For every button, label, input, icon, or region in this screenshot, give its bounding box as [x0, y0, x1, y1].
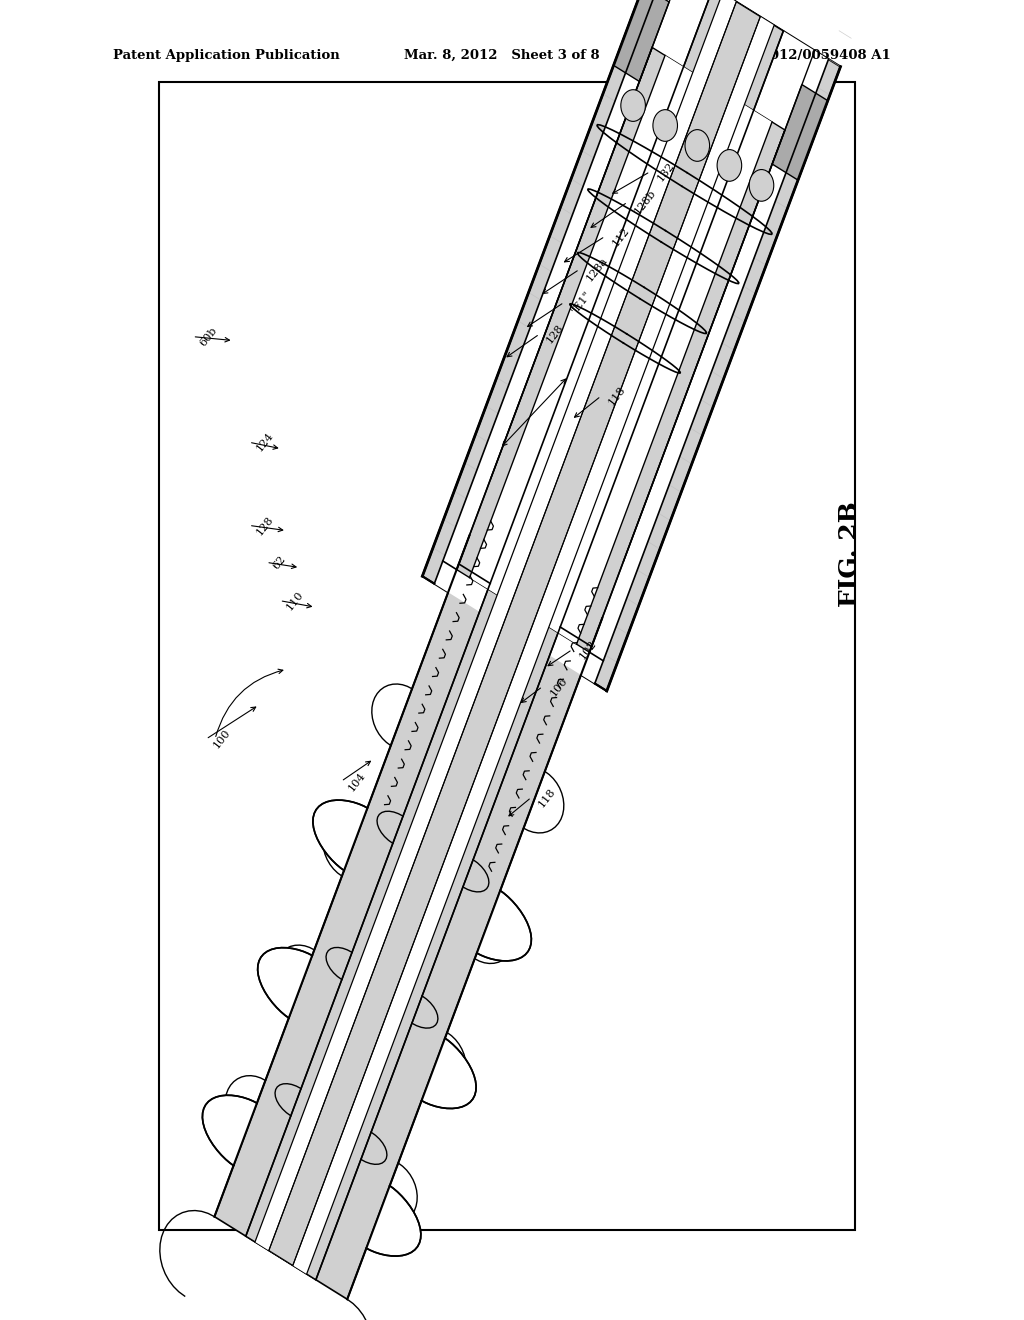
Circle shape — [621, 90, 645, 121]
Text: 112: 112 — [610, 224, 632, 248]
Bar — [159, 82, 855, 1230]
Polygon shape — [613, 0, 669, 82]
Text: FIG. 2B: FIG. 2B — [838, 502, 862, 607]
Polygon shape — [203, 1096, 257, 1166]
Circle shape — [653, 110, 678, 141]
Circle shape — [685, 129, 710, 161]
Polygon shape — [214, 536, 602, 1299]
Text: 106: 106 — [548, 675, 569, 698]
Polygon shape — [258, 948, 312, 1018]
Text: "E1": "E1" — [569, 289, 593, 315]
Text: 128b: 128b — [633, 187, 658, 216]
Polygon shape — [422, 0, 841, 690]
Polygon shape — [313, 800, 368, 870]
Circle shape — [750, 169, 774, 201]
Text: 60b: 60b — [198, 325, 219, 348]
Text: 62: 62 — [271, 553, 288, 572]
Text: 118: 118 — [537, 785, 558, 809]
Polygon shape — [422, 1038, 476, 1109]
Circle shape — [717, 149, 741, 181]
Text: 128a: 128a — [585, 255, 610, 284]
Polygon shape — [434, 0, 828, 684]
Text: 110: 110 — [285, 589, 306, 612]
Text: Mar. 8, 2012   Sheet 3 of 8: Mar. 8, 2012 Sheet 3 of 8 — [403, 49, 600, 62]
Polygon shape — [457, 48, 785, 652]
Polygon shape — [255, 0, 774, 1274]
Text: 128: 128 — [545, 322, 566, 346]
Polygon shape — [470, 55, 772, 644]
Text: 104: 104 — [346, 770, 368, 793]
Text: 100: 100 — [211, 727, 232, 751]
Text: 128: 128 — [254, 513, 275, 537]
Text: 132: 132 — [655, 160, 677, 183]
Text: US 2012/0059408 A1: US 2012/0059408 A1 — [735, 49, 891, 62]
Polygon shape — [367, 1185, 421, 1257]
Polygon shape — [246, 0, 783, 1280]
Polygon shape — [269, 1, 760, 1266]
Polygon shape — [477, 891, 531, 961]
Text: 102: 102 — [578, 638, 599, 661]
Text: 118: 118 — [606, 384, 628, 408]
Polygon shape — [772, 84, 827, 180]
Polygon shape — [246, 554, 570, 1280]
Text: 124: 124 — [254, 430, 275, 454]
Text: Patent Application Publication: Patent Application Publication — [113, 49, 339, 62]
